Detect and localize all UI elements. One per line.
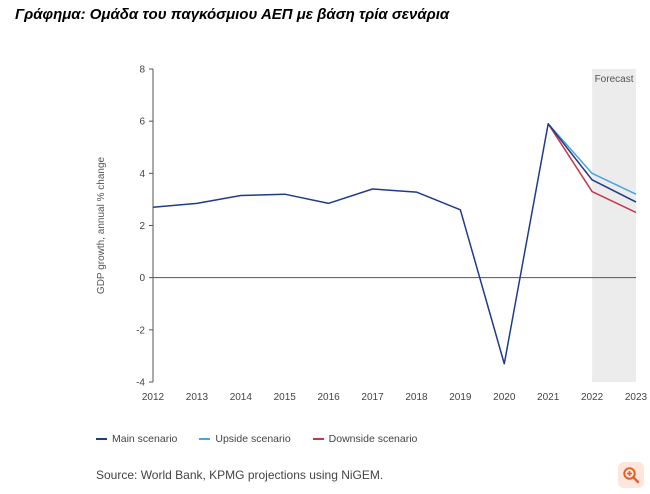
forecast-region [592, 69, 636, 382]
legend-swatch-upside [199, 438, 211, 440]
zoom-in-icon [623, 467, 640, 484]
x-tick-label: 2017 [361, 392, 384, 403]
x-tick-label: 2020 [493, 392, 516, 403]
y-tick-label: 4 [139, 169, 145, 180]
chart-title: Γράφημα: Ομάδα του παγκόσμιου ΑΕΠ με βάσ… [15, 6, 450, 23]
legend: Main scenario Upside scenario Downside s… [96, 433, 439, 445]
legend-label-main: Main scenario [112, 433, 178, 445]
series-line-upside-scenario [547, 123, 637, 195]
series-line-downside-scenario [547, 123, 637, 214]
zoom-button[interactable] [618, 462, 644, 488]
legend-label-upside: Upside scenario [215, 433, 291, 445]
x-tick-label: 2019 [449, 392, 472, 403]
x-tick-label: 2022 [581, 392, 604, 403]
legend-swatch-downside [312, 438, 324, 440]
x-tick-label: 2012 [142, 392, 165, 403]
y-tick-label: -4 [136, 378, 145, 389]
y-tick-label: 0 [139, 273, 145, 284]
x-tick-label: 2014 [230, 392, 253, 403]
legend-label-downside: Downside scenario [328, 433, 418, 445]
y-tick-label: 8 [139, 65, 145, 76]
x-tick-label: 2013 [186, 392, 209, 403]
series-line-main-scenario [152, 123, 637, 365]
y-axis-label: GDP growth, annual % change [96, 157, 107, 295]
y-tick-label: 6 [139, 117, 145, 128]
y-tick-label: 2 [139, 221, 145, 232]
forecast-label: Forecast [595, 74, 634, 85]
x-tick-label: 2018 [405, 392, 428, 403]
legend-item-downside: Downside scenario [312, 433, 418, 445]
y-tick-label: -2 [136, 325, 145, 336]
legend-item-upside: Upside scenario [199, 433, 291, 445]
x-tick-label: 2015 [274, 392, 297, 403]
line-chart: Forecast -4 -2 0 2 4 6 8 2012 2013 2014 2015 2016 201… [96, 65, 648, 404]
x-tick-label: 2016 [318, 392, 341, 403]
x-tick-label: 2023 [625, 392, 648, 403]
source-note: Source: World Bank, KPMG projections usi… [96, 468, 384, 482]
legend-item-main: Main scenario [96, 433, 177, 445]
x-tick-label: 2021 [537, 392, 560, 403]
legend-swatch-main [96, 438, 107, 440]
